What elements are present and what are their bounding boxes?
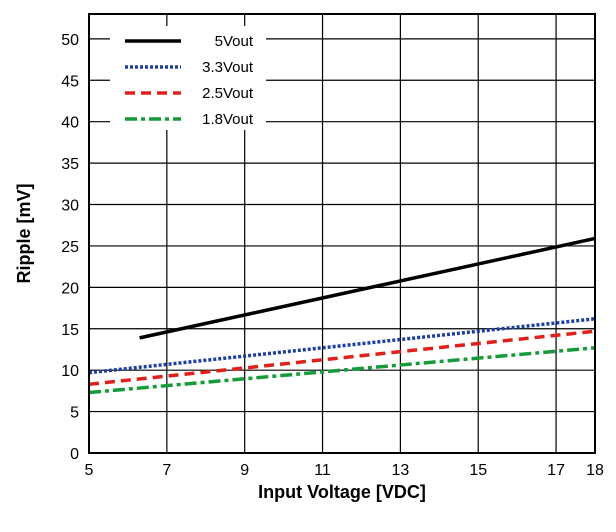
y-tick-label: 25 [61,239,79,256]
legend: 5Vout 3.3Vout 2.5Vout 1.8Vout [110,26,266,130]
y-tick-labels: 0 5 10 15 20 25 30 35 40 45 50 [61,32,79,463]
series-line-5Vout [139,236,596,340]
series-line-3.3Vout [88,317,596,375]
y-axis-label: Ripple [mV] [14,183,34,283]
y-tick-label: 30 [61,198,79,215]
x-tick-labels: 5 7 9 11 13 15 17 18 [85,462,604,479]
legend-label: 3.3Vout [202,59,254,76]
y-tick-label: 50 [61,32,79,49]
y-tick-label: 15 [61,322,79,339]
plot-frame [88,13,596,454]
x-axis-label: Input Voltage [VDC] [258,482,426,502]
series-lines [88,236,596,395]
legend-label: 2.5Vout [202,85,254,102]
y-tick-label: 0 [70,446,79,463]
y-tick-label: 35 [61,156,79,173]
x-tick-label: 15 [469,462,487,479]
x-tick-label: 11 [314,462,331,479]
x-tick-label: 5 [85,462,94,479]
legend-label: 1.8Vout [202,111,254,128]
x-tick-label: 13 [391,462,409,479]
x-tick-label: 17 [547,462,565,479]
series-line-2.5Vout [88,329,596,386]
y-tick-label: 20 [61,280,79,297]
legend-label: 5Vout [215,33,254,50]
x-tick-label: 18 [586,462,604,479]
legend-background [110,26,266,130]
y-tick-label: 45 [61,73,79,90]
x-tick-label: 7 [162,462,171,479]
x-tick-label: 9 [240,462,249,479]
y-tick-label: 10 [61,363,79,380]
y-tick-label: 5 [70,405,79,422]
y-tick-label: 40 [61,115,79,132]
